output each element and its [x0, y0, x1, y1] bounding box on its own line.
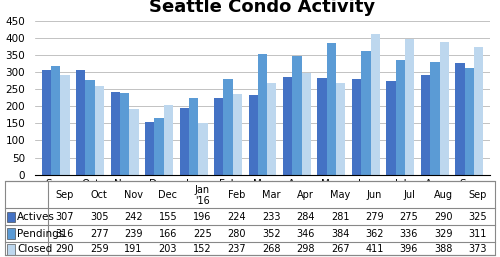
- Text: 290: 290: [56, 244, 74, 254]
- Text: 225: 225: [193, 229, 212, 239]
- Bar: [95, 86, 104, 175]
- Text: Dec: Dec: [158, 190, 178, 200]
- Text: Feb: Feb: [228, 190, 246, 200]
- Bar: [283, 77, 292, 175]
- Text: Jul: Jul: [403, 190, 415, 200]
- Bar: [318, 78, 327, 175]
- Bar: [386, 80, 396, 175]
- Bar: [370, 34, 380, 175]
- Text: 388: 388: [434, 244, 452, 254]
- Text: 290: 290: [434, 212, 452, 222]
- Text: 373: 373: [468, 244, 487, 254]
- Bar: [440, 42, 449, 175]
- Text: 316: 316: [56, 229, 74, 239]
- Bar: [198, 123, 207, 175]
- Text: Sep: Sep: [468, 190, 487, 200]
- Bar: [60, 75, 70, 175]
- Text: 311: 311: [468, 229, 487, 239]
- Text: Pendings: Pendings: [17, 229, 64, 239]
- Text: Actives: Actives: [17, 212, 55, 222]
- Text: Sep: Sep: [56, 190, 74, 200]
- Bar: [456, 63, 464, 175]
- Bar: [145, 122, 154, 175]
- Bar: [214, 98, 224, 175]
- Bar: [421, 75, 430, 175]
- Text: 279: 279: [365, 212, 384, 222]
- Text: 166: 166: [159, 229, 177, 239]
- Bar: [474, 47, 484, 175]
- Bar: [120, 93, 130, 175]
- Text: 233: 233: [262, 212, 280, 222]
- Bar: [86, 80, 95, 175]
- Bar: [154, 118, 164, 175]
- Text: 224: 224: [228, 212, 246, 222]
- Text: 352: 352: [262, 229, 280, 239]
- Text: 242: 242: [124, 212, 143, 222]
- Text: 152: 152: [193, 244, 212, 254]
- Bar: [6, 212, 14, 222]
- Bar: [405, 39, 414, 175]
- Text: Apr: Apr: [297, 190, 314, 200]
- Text: 267: 267: [331, 244, 349, 254]
- Text: 203: 203: [158, 244, 177, 254]
- Text: 268: 268: [262, 244, 280, 254]
- Bar: [110, 92, 120, 175]
- Bar: [267, 83, 276, 175]
- Text: 275: 275: [400, 212, 418, 222]
- Bar: [327, 43, 336, 175]
- Text: 281: 281: [331, 212, 349, 222]
- Text: Mar: Mar: [262, 190, 280, 200]
- Bar: [180, 108, 189, 175]
- Bar: [302, 73, 311, 175]
- Text: Oct: Oct: [90, 190, 108, 200]
- Text: 329: 329: [434, 229, 452, 239]
- Text: 298: 298: [296, 244, 315, 254]
- Text: 336: 336: [400, 229, 418, 239]
- Text: 346: 346: [296, 229, 315, 239]
- Text: 155: 155: [158, 212, 178, 222]
- Bar: [336, 83, 345, 175]
- Bar: [6, 228, 14, 239]
- Bar: [248, 95, 258, 175]
- Text: 307: 307: [56, 212, 74, 222]
- Text: 284: 284: [296, 212, 315, 222]
- Text: Aug: Aug: [434, 190, 453, 200]
- Bar: [232, 94, 242, 175]
- Text: 259: 259: [90, 244, 108, 254]
- Text: Nov: Nov: [124, 190, 143, 200]
- Text: 362: 362: [366, 229, 384, 239]
- Bar: [6, 244, 14, 255]
- Text: Jan
'16: Jan '16: [195, 185, 210, 206]
- Title: Seattle Condo Activity: Seattle Condo Activity: [150, 0, 376, 16]
- Bar: [130, 109, 138, 175]
- Text: 411: 411: [366, 244, 384, 254]
- Text: 305: 305: [90, 212, 108, 222]
- Bar: [430, 62, 440, 175]
- Text: 239: 239: [124, 229, 143, 239]
- Bar: [42, 70, 51, 175]
- Text: 396: 396: [400, 244, 418, 254]
- Text: 191: 191: [124, 244, 142, 254]
- Bar: [258, 54, 267, 175]
- Bar: [189, 98, 198, 175]
- Bar: [51, 67, 60, 175]
- Bar: [292, 56, 302, 175]
- Bar: [464, 68, 474, 175]
- Bar: [224, 79, 232, 175]
- Text: 196: 196: [193, 212, 212, 222]
- Bar: [352, 79, 362, 175]
- Text: May: May: [330, 190, 350, 200]
- Text: Jun: Jun: [367, 190, 382, 200]
- Text: 237: 237: [228, 244, 246, 254]
- Bar: [76, 70, 86, 175]
- Text: 384: 384: [331, 229, 349, 239]
- Bar: [396, 60, 405, 175]
- Bar: [362, 51, 370, 175]
- Text: 325: 325: [468, 212, 487, 222]
- Text: 277: 277: [90, 229, 108, 239]
- Text: 280: 280: [228, 229, 246, 239]
- Text: Closed: Closed: [17, 244, 52, 254]
- Bar: [164, 105, 173, 175]
